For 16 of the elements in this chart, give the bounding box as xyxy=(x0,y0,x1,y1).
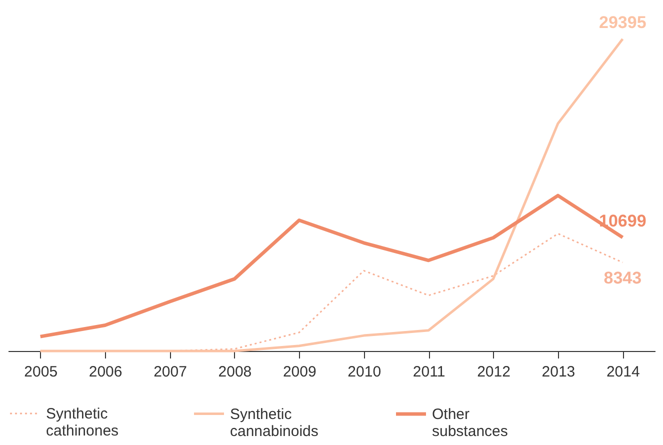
x-tick-label: 2007 xyxy=(154,364,187,380)
legend-label: Synthetic cannabinoids xyxy=(230,406,318,440)
x-tick-label: 2009 xyxy=(282,364,316,380)
data-label: 29395 xyxy=(599,13,646,32)
x-tick-label: 2006 xyxy=(88,364,122,380)
x-tick-label: 2012 xyxy=(477,364,510,380)
data-label: 8343 xyxy=(604,268,642,288)
data-label: 10699 xyxy=(599,211,646,230)
x-tick-label: 2011 xyxy=(412,364,446,380)
x-tick-label: 2010 xyxy=(348,364,382,380)
legend-label: Other substances xyxy=(432,406,508,440)
x-tick-label: 2005 xyxy=(24,364,58,380)
x-tick-label: 2008 xyxy=(218,364,252,380)
legend-label: Synthetic cathinones xyxy=(46,406,119,440)
x-tick-label: 2013 xyxy=(542,364,576,380)
x-tick-label: 2014 xyxy=(606,364,640,380)
